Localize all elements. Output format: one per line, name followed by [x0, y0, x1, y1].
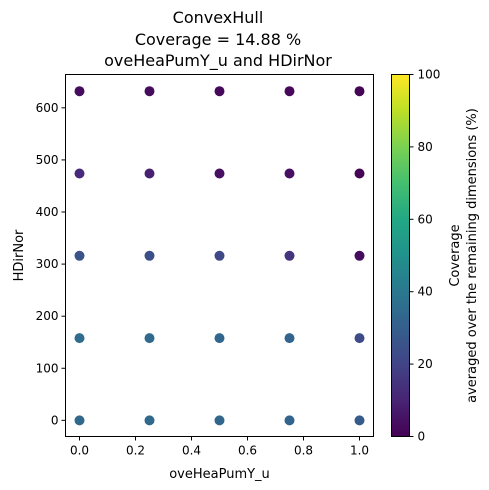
scatter-point	[144, 168, 155, 179]
scatter-point	[214, 415, 225, 426]
y-tick-label: 100	[36, 361, 59, 375]
x-tick-label: 0.2	[126, 444, 145, 458]
scatter-point	[284, 250, 295, 261]
colorbar-label-line-2: averaged over the remaining dimensions (…	[465, 108, 480, 403]
plot-frame	[65, 74, 374, 437]
chart-title-line-2: Coverage = 14.88 %	[135, 30, 301, 49]
colorbar-tick-label: 80	[418, 140, 433, 154]
y-tick-label: 400	[36, 205, 59, 219]
scatter-point	[284, 86, 295, 97]
y-tick-label: 300	[36, 257, 59, 271]
colorbar-tick-label: 60	[418, 212, 433, 226]
scatter-point	[354, 168, 365, 179]
colorbar-ticks: 0 20 40 60 80 100	[409, 68, 441, 444]
scatter-points	[74, 86, 365, 426]
scatter-point	[354, 333, 365, 344]
x-axis-ticks: 0.0 0.2 0.4 0.6 0.8 1.0	[70, 436, 369, 458]
scatter-point	[214, 250, 225, 261]
colorbar-gradient	[391, 74, 410, 437]
scatter-point	[74, 333, 85, 344]
y-tick-label: 600	[36, 101, 59, 115]
scatter-point	[144, 86, 155, 97]
colorbar-tick-label: 20	[418, 357, 433, 371]
scatter-point	[74, 250, 85, 261]
scatter-point	[284, 333, 295, 344]
scatter-point	[354, 86, 365, 97]
y-tick-label: 0	[51, 413, 59, 427]
x-axis-label: oveHeaPumY_u	[169, 467, 270, 482]
colorbar-tick-label: 0	[418, 430, 426, 444]
colorbar-tick-label: 100	[418, 68, 441, 82]
plot-area: 0.0 0.2 0.4 0.6 0.8 1.0 0 100 200 300 400 500 600	[36, 74, 374, 458]
scatter-point	[214, 333, 225, 344]
y-tick-label: 500	[36, 153, 59, 167]
scatter-point	[144, 250, 155, 261]
colorbar-label-line-1: Coverage	[448, 224, 463, 286]
scatter-point	[74, 86, 85, 97]
scatter-point	[74, 168, 85, 179]
y-axis-label: HDirNor	[12, 229, 27, 281]
scatter-point	[74, 415, 85, 426]
x-tick-label: 1.0	[350, 444, 369, 458]
scatter-point	[214, 86, 225, 97]
scatter-point	[214, 168, 225, 179]
y-axis-ticks: 0 100 200 300 400 500 600	[36, 101, 66, 427]
chart-title-line-1: ConvexHull	[173, 8, 264, 27]
scatter-point	[284, 415, 295, 426]
scatter-point	[144, 415, 155, 426]
x-tick-label: 0.4	[182, 444, 201, 458]
colorbar-tick-label: 40	[418, 285, 433, 299]
x-tick-label: 0.6	[238, 444, 257, 458]
x-tick-label: 0.8	[294, 444, 313, 458]
y-tick-label: 200	[36, 309, 59, 323]
scatter-point	[144, 333, 155, 344]
x-tick-label: 0.0	[70, 444, 89, 458]
scatter-point	[284, 168, 295, 179]
scatter-point	[354, 250, 365, 261]
scatter-point	[354, 415, 365, 426]
colorbar: 0 20 40 60 80 100 Coverage averaged over the …	[391, 68, 480, 444]
chart-title-line-3: oveHeaPumY_u and HDirNor	[104, 51, 332, 71]
